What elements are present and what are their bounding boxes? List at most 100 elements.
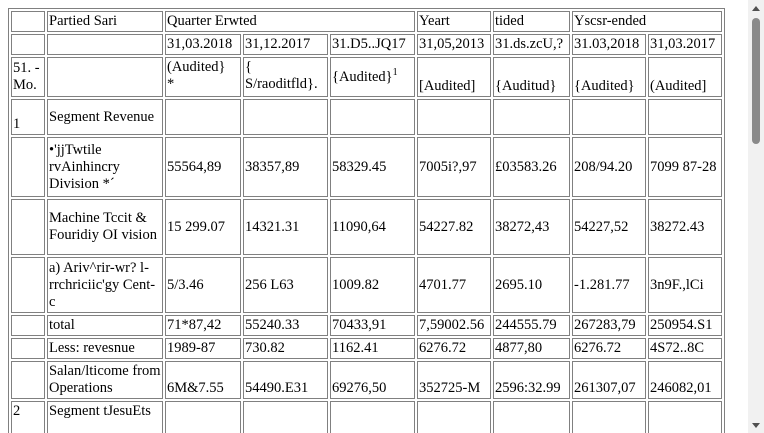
audit-status: {Auditud} — [493, 57, 570, 97]
value-cell: 54227,52 — [572, 199, 646, 255]
audit-status-line: S/raoditfld}. — [245, 76, 318, 92]
header-date: 31,03.2018 — [165, 34, 241, 55]
value-cell: 15 299.07 — [165, 199, 241, 255]
header-particulars: Partied Sari — [47, 11, 163, 32]
audit-status: (Audited} * — [165, 57, 241, 97]
serial-number-header: 51. - Mo. — [11, 57, 45, 97]
audit-status: [Audited] — [417, 57, 491, 97]
serial-number: 1 — [11, 99, 45, 135]
particular-label: •'jjTwtile rvAinhincry Division *´ — [47, 137, 163, 197]
value-cell: 55240.33 — [243, 315, 328, 336]
value-cell — [572, 99, 646, 135]
value-cell: 2695.10 — [493, 257, 570, 313]
value-cell: 5/3.46 — [165, 257, 241, 313]
value-cell: 1162.41 — [330, 338, 415, 359]
serial-number — [11, 199, 45, 255]
serial-number — [11, 137, 45, 197]
value-cell: 730.82 — [243, 338, 328, 359]
particular-label: a) Ariv^rir-wr? l-rrchriciic'gy Cent-c — [47, 257, 163, 313]
audit-status: {Audited} — [572, 57, 646, 97]
header-ended: tided — [493, 11, 570, 32]
table-row: 2 Segment tJesuEts — [11, 401, 722, 433]
value-cell: 2596:32.99 — [493, 361, 570, 399]
vertical-scrollbar[interactable] — [748, 0, 764, 433]
value-cell: 38357,89 — [243, 137, 328, 197]
particular-label: Less: revesnue — [47, 338, 163, 359]
serial-number — [11, 361, 45, 399]
serial-number — [11, 338, 45, 359]
table-row: a) Ariv^rir-wr? l-rrchriciic'gy Cent-c 5… — [11, 257, 722, 313]
value-cell — [648, 401, 722, 433]
particular-label: Machine Tccit & Fouridiy OI vision — [47, 199, 163, 255]
value-cell: 58329.45 — [330, 137, 415, 197]
value-cell — [243, 401, 328, 433]
value-cell: 38272,43 — [493, 199, 570, 255]
arrow-up-icon — [752, 5, 760, 11]
serial-number — [11, 257, 45, 313]
table-row: Machine Tccit & Fouridiy OI vision 15 29… — [11, 199, 722, 255]
header-date: 31.03,2018 — [572, 34, 646, 55]
header-date: 31.D5..JQ17 — [330, 34, 415, 55]
audit-status-text: {Audited} — [332, 68, 393, 85]
value-cell: 6276.72 — [572, 338, 646, 359]
value-cell: 71*87,42 — [165, 315, 241, 336]
value-cell — [165, 401, 241, 433]
audit-status: (Audited] — [648, 57, 722, 97]
value-cell: 246082,01 — [648, 361, 722, 399]
audit-status-line: * — [167, 76, 175, 92]
value-cell: 1009.82 — [330, 257, 415, 313]
value-cell — [165, 99, 241, 135]
footnote-marker: 1 — [392, 66, 398, 78]
value-cell: 54490.E31 — [243, 361, 328, 399]
value-cell: 70433,91 — [330, 315, 415, 336]
table-row: Salan/lticome from Operations 6M&7.55 54… — [11, 361, 722, 399]
particular-label: Segment tJesuEts — [47, 401, 163, 433]
arrow-down-icon — [752, 422, 760, 428]
value-cell: £03583.26 — [493, 137, 570, 197]
header-date: 31.ds.zcU,? — [493, 34, 570, 55]
scroll-down-button[interactable] — [748, 417, 764, 433]
table-row: Less: revesnue 1989-87 730.82 1162.41 62… — [11, 338, 722, 359]
particular-label: Segment Revenue — [47, 99, 163, 135]
scroll-thumb[interactable] — [752, 18, 760, 144]
document-viewport: Partied Sari Quarter Erwted Yeart tided … — [8, 8, 725, 433]
value-cell — [493, 99, 570, 135]
value-cell: 250954.S1 — [648, 315, 722, 336]
value-cell: 55564,89 — [165, 137, 241, 197]
header-cell — [11, 11, 45, 32]
value-cell — [572, 401, 646, 433]
header-cell — [47, 57, 163, 97]
table-row: 1 Segment Revenue — [11, 99, 722, 135]
audit-status-line: { — [245, 59, 252, 75]
value-cell: 7099 87-28 — [648, 137, 722, 197]
value-cell: -1.281.77 — [572, 257, 646, 313]
value-cell: 208/94.20 — [572, 137, 646, 197]
value-cell — [330, 99, 415, 135]
serial-number: 2 — [11, 401, 45, 433]
value-cell: 244555.79 — [493, 315, 570, 336]
value-cell: 11090,64 — [330, 199, 415, 255]
scroll-up-button[interactable] — [748, 0, 764, 16]
header-date: 31,03.2017 — [648, 34, 722, 55]
value-cell: 256 L63 — [243, 257, 328, 313]
value-cell — [417, 401, 491, 433]
table-row: •'jjTwtile rvAinhincry Division *´ 55564… — [11, 137, 722, 197]
value-cell: 261307,07 — [572, 361, 646, 399]
header-audit-row: 51. - Mo. (Audited} * {S/raoditfld}. {Aud… — [11, 57, 722, 97]
value-cell — [648, 99, 722, 135]
header-row: Partied Sari Quarter Erwted Yeart tided … — [11, 11, 722, 32]
value-cell: 69276,50 — [330, 361, 415, 399]
particular-label: total — [47, 315, 163, 336]
header-quarter-ended: Quarter Erwted — [165, 11, 415, 32]
audit-status-line: (Audited} — [167, 59, 226, 75]
segment-results-table: Partied Sari Quarter Erwted Yeart tided … — [8, 8, 725, 433]
audit-status: {S/raoditfld}. — [243, 57, 328, 97]
value-cell: 6276.72 — [417, 338, 491, 359]
value-cell: 1989-87 — [165, 338, 241, 359]
value-cell — [493, 401, 570, 433]
value-cell: 54227.82 — [417, 199, 491, 255]
value-cell: 4701.77 — [417, 257, 491, 313]
header-dates-row: 31,03.2018 31,12.2017 31.D5..JQ17 31,05,… — [11, 34, 722, 55]
value-cell — [417, 99, 491, 135]
value-cell: 38272.43 — [648, 199, 722, 255]
